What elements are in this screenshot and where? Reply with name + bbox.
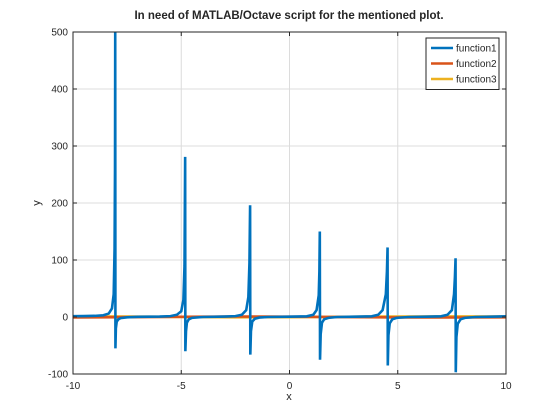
legend-entry-function2: function2 (456, 59, 497, 70)
x-axis-label: x (286, 391, 292, 403)
y-tick-label: 400 (51, 85, 68, 96)
legend: function1 function2 function3 (425, 37, 500, 90)
x-tick-label: 0 (287, 381, 293, 392)
x-tick-label: -10 (66, 381, 81, 392)
y-tick-label: 100 (51, 256, 68, 267)
legend-entry-function1: function1 (456, 44, 497, 55)
y-tick-label: 200 (51, 199, 68, 210)
ticks: -10 -5 0 5 10 -100 0 100 200 300 400 500 (48, 28, 512, 393)
x-tick-label: 10 (500, 381, 512, 392)
y-axis-label: y (31, 200, 43, 206)
x-tick-label: 5 (395, 381, 401, 392)
y-tick-label: 0 (62, 313, 68, 324)
x-tick-label: -5 (177, 381, 186, 392)
legend-entry-function3: function3 (456, 75, 497, 86)
chart-title: In need of MATLAB/Octave script for the … (134, 10, 443, 22)
y-tick-label: -100 (48, 370, 68, 381)
series-layer (73, 32, 506, 373)
y-tick-label: 500 (51, 28, 68, 39)
y-tick-label: 300 (51, 142, 68, 153)
series-line-function1 (73, 32, 506, 373)
